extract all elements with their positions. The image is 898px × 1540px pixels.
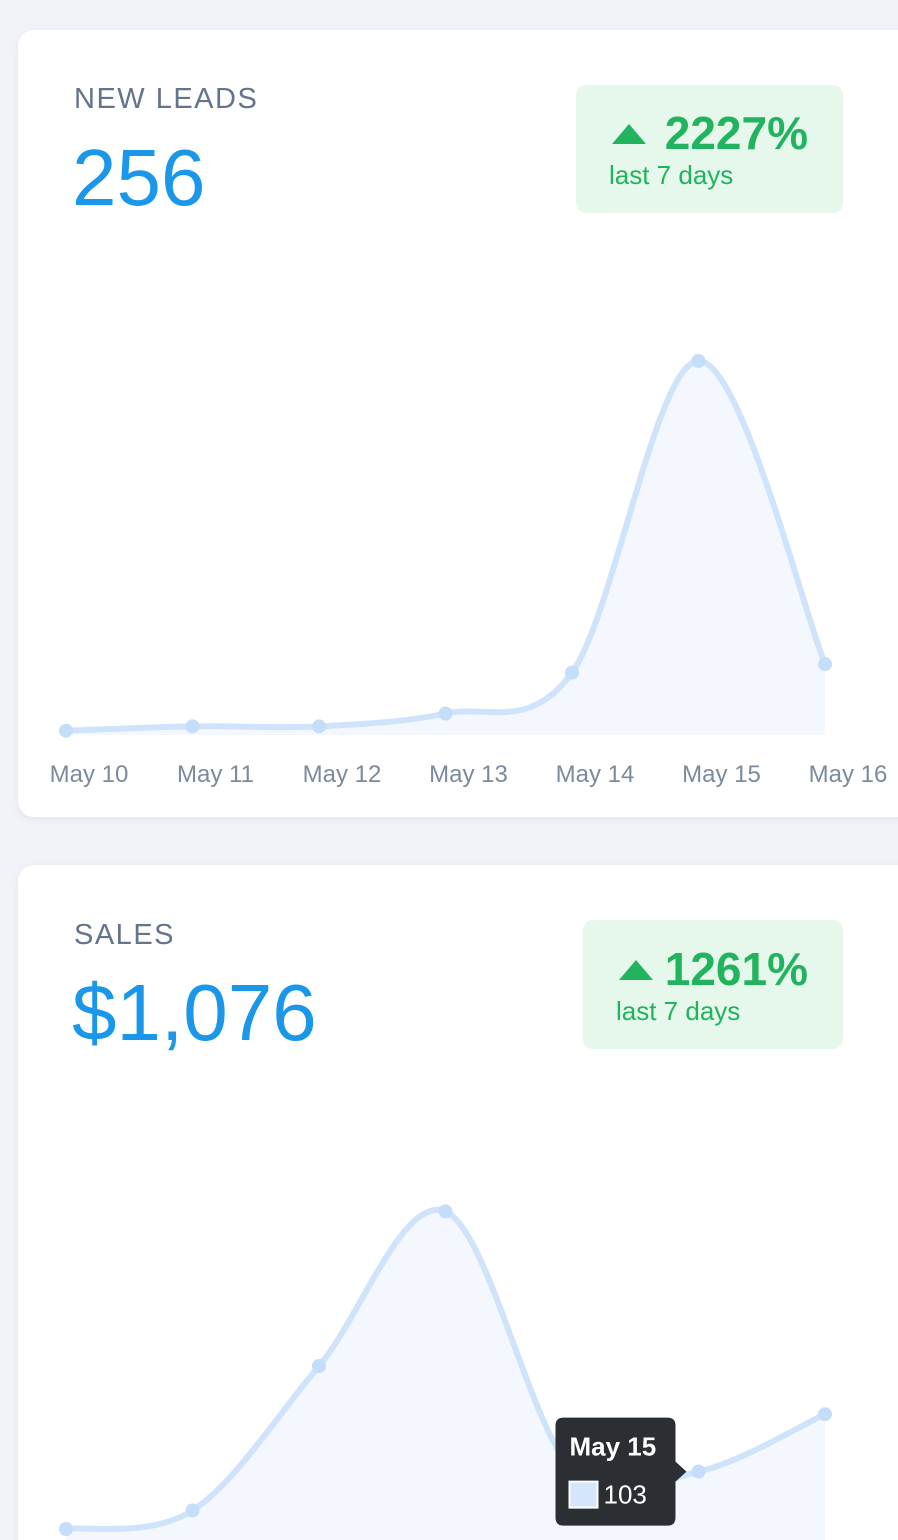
data-point	[185, 719, 200, 734]
data-point	[312, 1359, 326, 1374]
x-tick-label: May 16	[809, 761, 888, 788]
up-arrow	[612, 124, 646, 144]
data-point	[59, 1522, 73, 1537]
tooltip-title: May 15	[570, 1432, 657, 1462]
data-point	[565, 665, 579, 680]
x-tick-label: May 15	[682, 761, 761, 788]
badge-period: last 7 days	[616, 996, 740, 1026]
badge-change: 2227%	[665, 107, 808, 159]
area	[66, 1209, 825, 1540]
data-point	[818, 1407, 832, 1422]
x-tick-label: May 12	[303, 761, 382, 788]
data-point	[185, 1503, 200, 1518]
card-title: SALES	[74, 919, 175, 951]
tooltip-value: 103	[604, 1480, 647, 1510]
badge	[576, 85, 843, 213]
headline-value: $1,076	[72, 968, 317, 1057]
data-point	[691, 1464, 706, 1479]
x-tick-label: May 13	[429, 761, 508, 788]
up-arrow	[619, 960, 653, 980]
card-title: NEW LEADS	[74, 83, 258, 115]
data-point	[59, 723, 73, 738]
tooltip-swatch	[568, 1480, 599, 1509]
chart-area: May 15 103	[59, 1204, 832, 1540]
data-point	[438, 1204, 453, 1219]
x-tick-label: May 11	[177, 761, 254, 788]
badge-change: 1261%	[665, 943, 808, 995]
badge-period: last 7 days	[609, 160, 733, 190]
line	[65, 357, 828, 734]
badge	[583, 920, 843, 1049]
chart-area: May 10 May 11 May 12 May 13 May 14 May 15 May …	[50, 353, 888, 788]
headline-value: 256	[72, 133, 205, 222]
area	[66, 360, 825, 735]
x-tick-label: May 14	[556, 761, 635, 788]
data-point	[691, 353, 706, 368]
data-point	[312, 719, 326, 734]
data-point	[818, 657, 832, 672]
x-tick-label: May 10	[50, 761, 129, 788]
data-point	[438, 706, 453, 721]
